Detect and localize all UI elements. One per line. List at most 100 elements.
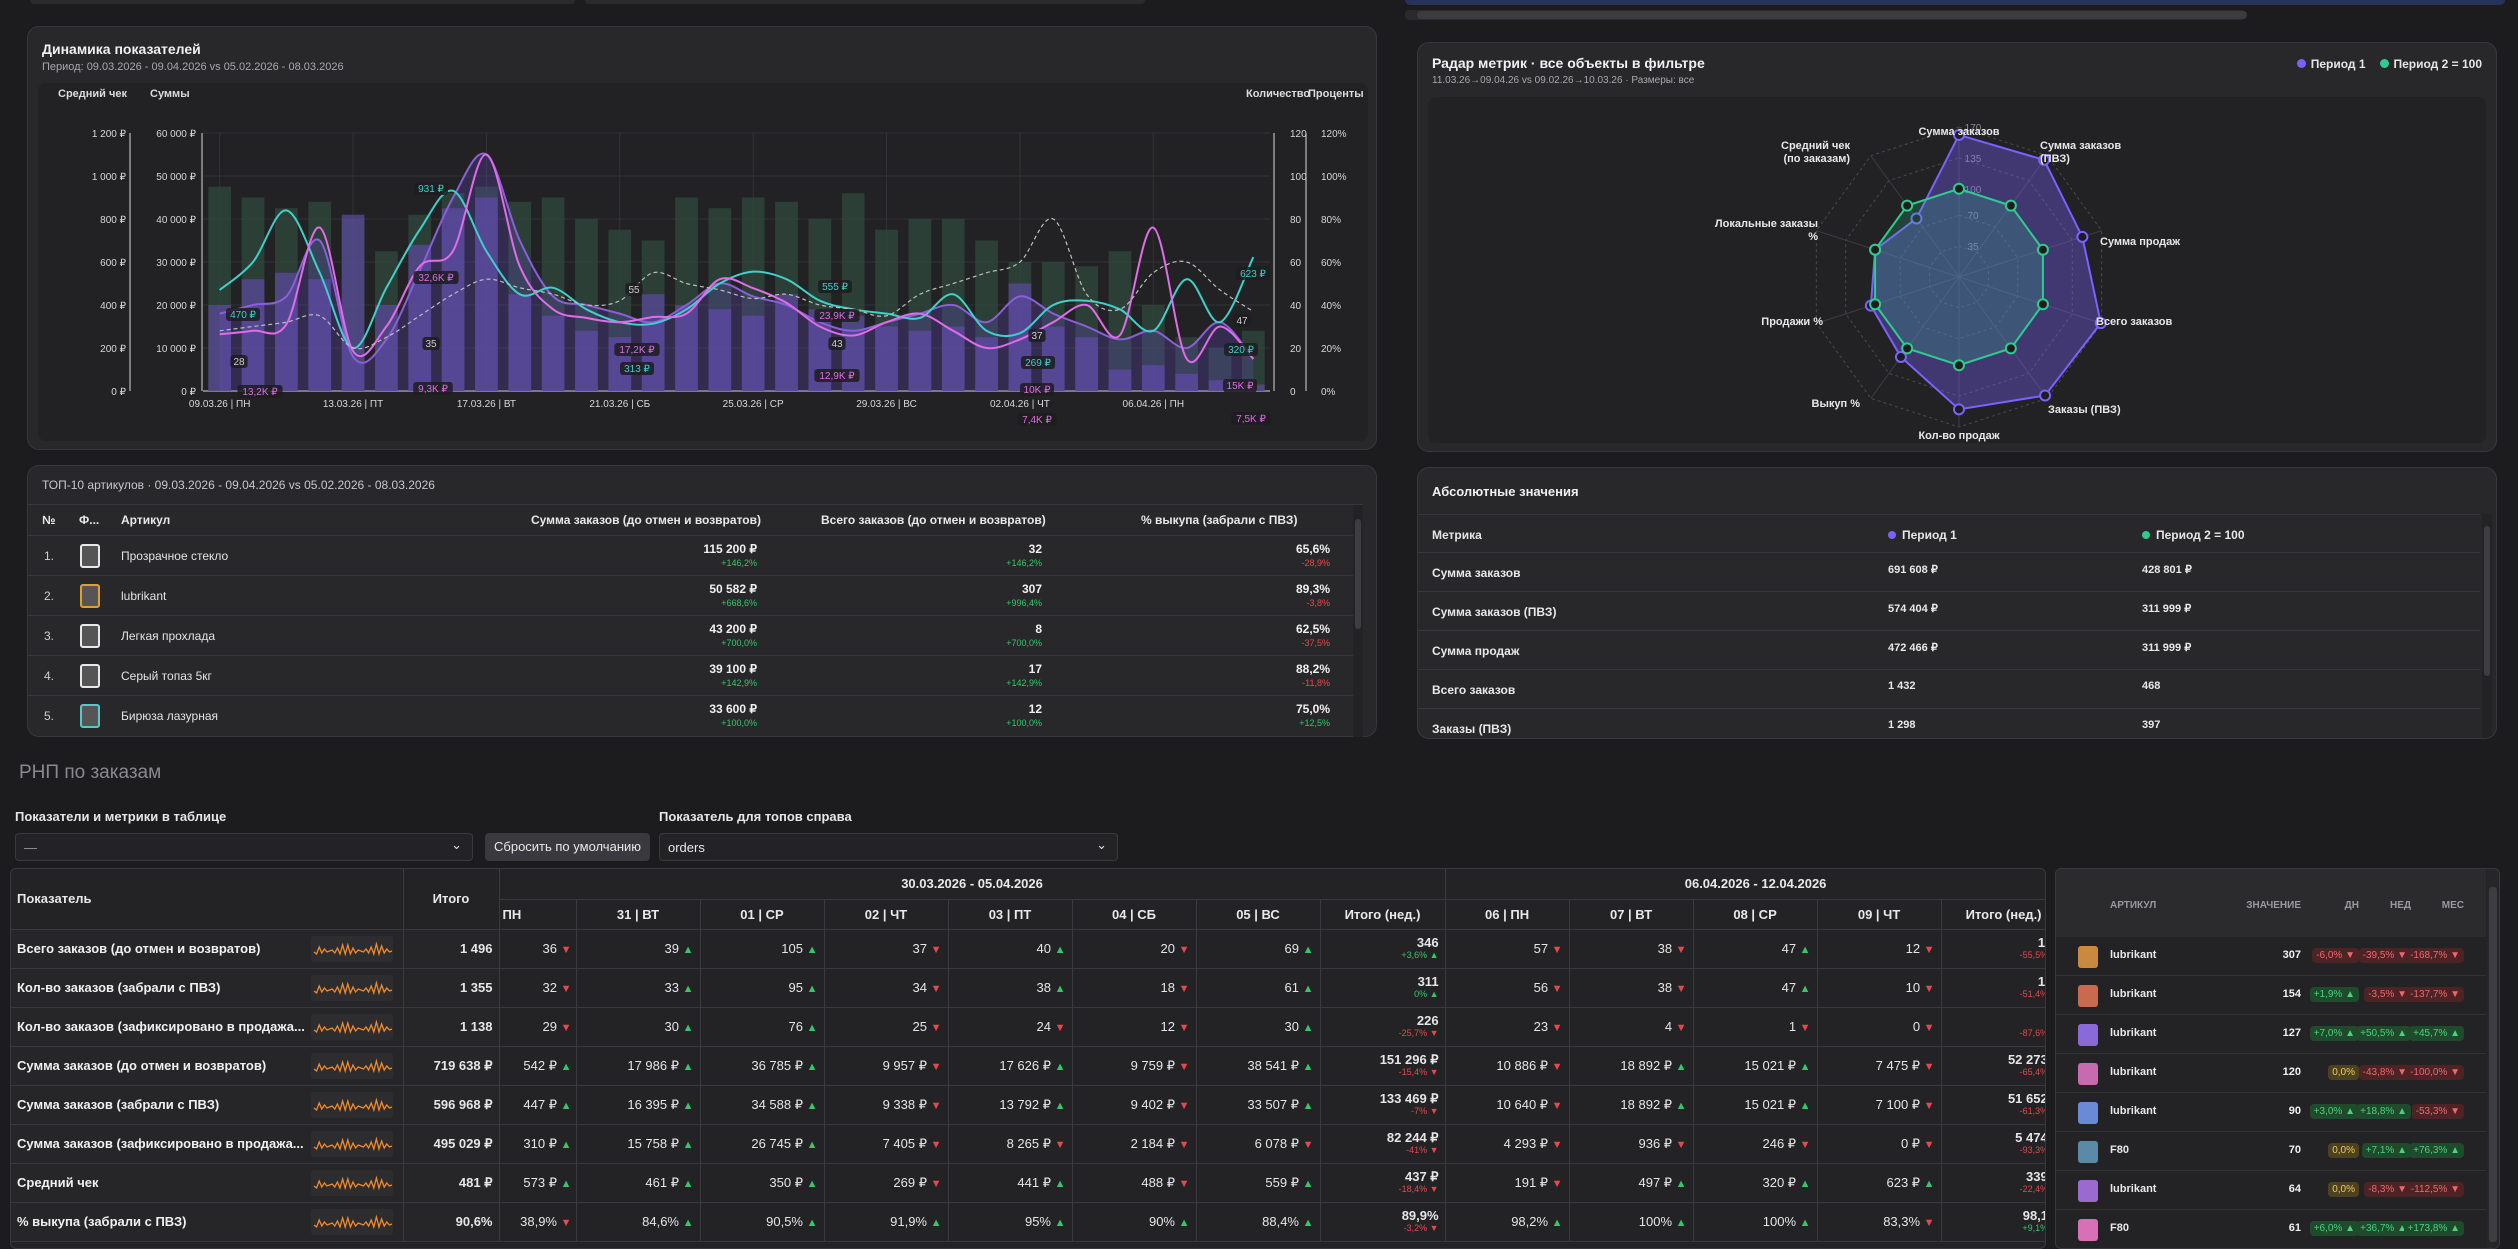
bar-orders[interactable] (1108, 369, 1132, 392)
value-cell[interactable]: 98,2% ▲ (1445, 1202, 1570, 1242)
value-cell[interactable]: 38 541 ₽ ▲ (1196, 1046, 1321, 1086)
bar-orders[interactable] (675, 305, 698, 391)
bar-orders[interactable] (908, 330, 932, 391)
value-cell[interactable]: 38,9% ▼ (499, 1202, 577, 1242)
radar-period1-point[interactable] (1953, 403, 1965, 416)
value-cell[interactable]: 30 ▲ (576, 1007, 701, 1047)
side-row[interactable]: lubrikant 127 +7,0% ▲ +50,5% ▲ +45,7% ▲ (2056, 1015, 2486, 1054)
day-header[interactable]: Итого (нед.) (1941, 899, 2045, 930)
radar-period1-point[interactable] (1894, 350, 1907, 363)
value-cell[interactable]: 38 ▼ (1569, 929, 1694, 969)
day-header[interactable]: 06 | ПН (1445, 899, 1570, 930)
radar-period1-point[interactable] (1910, 212, 1923, 225)
value-cell[interactable]: 84,6% ▲ (576, 1202, 701, 1242)
value-cell[interactable]: 26 745 ₽ ▲ (700, 1124, 825, 1164)
legend-period1[interactable]: Период 1 (2296, 57, 2366, 71)
side-row[interactable]: lubrikant 90 +3,0% ▲ +18,8% ▲ -53,3% ▼ (2056, 1093, 2486, 1132)
value-cell[interactable]: 6 078 ₽ ▼ (1196, 1124, 1321, 1164)
radar-period1-point[interactable] (1953, 128, 1965, 141)
value-cell[interactable]: 91,9% ▲ (824, 1202, 949, 1242)
value-cell[interactable]: 7 405 ₽ ▼ (824, 1124, 949, 1164)
day-header[interactable]: 03 | ПТ (948, 899, 1073, 930)
value-cell[interactable]: 100% ▲ (1693, 1202, 1818, 1242)
value-cell[interactable]: 23 ▼ (1445, 1007, 1570, 1047)
week-total-cell[interactable]: 28-87,6% ▼ (1941, 1007, 2045, 1047)
day-header[interactable]: ПН (499, 899, 577, 930)
bar-orders[interactable] (741, 315, 765, 391)
indicator-name[interactable]: Сумма заказов (забрали с ПВЗ) (11, 1085, 404, 1125)
week-total-cell[interactable]: 311 0% ▲ (1320, 968, 1446, 1008)
top10-scrollbar[interactable] (1353, 505, 1363, 737)
side-col-header[interactable]: АРТИКУЛ (2110, 900, 2157, 911)
product-name[interactable]: lubrikant (121, 589, 167, 603)
horizontal-scrollbar[interactable] (1405, 10, 2247, 20)
week-total-cell[interactable]: 151-51,4% ▼ (1941, 968, 2045, 1008)
bar-orders[interactable] (208, 305, 232, 391)
radar-period2-point[interactable] (1953, 359, 1965, 372)
side-row[interactable]: lubrikant 154 +1,9% ▲ -3,5% ▼ -137,7% ▼ (2056, 976, 2486, 1015)
abs-col-metric[interactable]: Метрика (1432, 528, 1482, 542)
side-col-header[interactable]: ЗНАЧЕНИЕ (2246, 900, 2301, 911)
week-total-cell[interactable]: 51 652 ₽-61,3% ▼ (1941, 1085, 2045, 1125)
bar-orders[interactable] (375, 305, 398, 391)
value-cell[interactable]: 95% ▲ (948, 1202, 1073, 1242)
col-article[interactable]: Артикул (121, 513, 171, 527)
value-cell[interactable]: 33 507 ₽ ▲ (1196, 1085, 1321, 1125)
indicator-name[interactable]: Кол-во заказов (забрали с ПВЗ) (11, 968, 404, 1008)
indicator-name[interactable]: Средний чек (11, 1163, 404, 1203)
value-cell[interactable]: 38 ▼ (1569, 968, 1694, 1008)
bar-orders[interactable] (441, 208, 465, 391)
value-cell[interactable]: 350 ₽ ▲ (700, 1163, 825, 1203)
value-cell[interactable]: 39 ▲ (576, 929, 701, 969)
side-col-header[interactable]: МЕС (2441, 900, 2464, 911)
abs-col-period1[interactable]: Период 1 (1888, 528, 1957, 542)
side-col-header[interactable]: НЕД (2389, 900, 2411, 911)
radar-period1-point[interactable] (2038, 153, 2051, 166)
top10-row[interactable]: 5. Бирюза лазурная 33 600 ₽ +100,0% 12 +100,0… (28, 695, 1353, 735)
bar-orders[interactable] (1141, 365, 1165, 391)
bar-orders[interactable] (1208, 380, 1232, 391)
value-cell[interactable]: 246 ₽ ▼ (1693, 1124, 1818, 1164)
col-sum-orders[interactable]: Сумма заказов (до отмен и возвратов) (531, 513, 761, 527)
radar-period2-point[interactable] (2004, 342, 2017, 355)
value-cell[interactable]: 488 ₽ ▼ (1072, 1163, 1197, 1203)
week-total-cell[interactable]: 226 -25,7% ▼ (1320, 1007, 1446, 1047)
value-cell[interactable]: 37 ▼ (824, 929, 949, 969)
value-cell[interactable]: 90,5% ▲ (700, 1202, 825, 1242)
value-cell[interactable]: 29 ▼ (499, 1007, 577, 1047)
radar-period2[interactable] (1874, 187, 2044, 367)
week-total-cell[interactable]: 98,1%+9,1% ▲ (1941, 1202, 2045, 1242)
value-cell[interactable]: 30 ▲ (1196, 1007, 1321, 1047)
radar-period2-point[interactable] (1953, 182, 1965, 195)
radar-period2-point[interactable] (2004, 199, 2017, 212)
bar-orders[interactable] (275, 272, 298, 391)
top-metric-select[interactable]: orders ⌄ (659, 833, 1118, 861)
side-scrollbar[interactable] (2487, 869, 2499, 1248)
col-num[interactable]: № (42, 513, 56, 527)
value-cell[interactable]: 38 ▲ (948, 968, 1073, 1008)
value-cell[interactable]: 40 ▲ (948, 929, 1073, 969)
top10-row[interactable]: 4. Серый топаз 5кг 39 100 ₽ +142,9% 17 +142,9… (28, 655, 1353, 695)
week-total-cell[interactable]: 151 296 ₽ -15,4% ▼ (1320, 1046, 1446, 1086)
value-cell[interactable]: 24 ▼ (948, 1007, 1073, 1047)
day-header[interactable]: Итого (нед.) (1320, 899, 1446, 930)
value-cell[interactable]: 497 ₽ ▲ (1569, 1163, 1694, 1203)
side-row[interactable]: lubrikant 120 0,0% -43,8% ▼ -100,0% ▼ (2056, 1054, 2486, 1093)
value-cell[interactable]: 18 ▼ (1072, 968, 1197, 1008)
absolute-scrollbar[interactable] (2482, 514, 2492, 738)
value-cell[interactable]: 15 758 ₽ ▲ (576, 1124, 701, 1164)
abs-col-period2[interactable]: Период 2 = 100 (2142, 528, 2245, 542)
value-cell[interactable]: 47 ▲ (1693, 929, 1818, 969)
value-cell[interactable]: 20 ▼ (1072, 929, 1197, 969)
value-cell[interactable]: 32 ▼ (499, 968, 577, 1008)
value-cell[interactable]: 61 ▲ (1196, 968, 1321, 1008)
value-cell[interactable]: 0 ▼ (1817, 1007, 1942, 1047)
indicator-name[interactable]: % выкупа (забрали с ПВЗ) (11, 1202, 404, 1242)
value-cell[interactable]: 76 ▲ (700, 1007, 825, 1047)
value-cell[interactable]: 7 100 ₽ ▼ (1817, 1085, 1942, 1125)
day-header[interactable]: 09 | ЧТ (1817, 899, 1942, 930)
value-cell[interactable]: 9 338 ₽ ▼ (824, 1085, 949, 1125)
value-cell[interactable]: 16 395 ₽ ▲ (576, 1085, 701, 1125)
value-cell[interactable]: 15 021 ₽ ▲ (1693, 1046, 1818, 1086)
indicator-name[interactable]: Кол-во заказов (зафиксировано в продажа.… (11, 1007, 404, 1047)
